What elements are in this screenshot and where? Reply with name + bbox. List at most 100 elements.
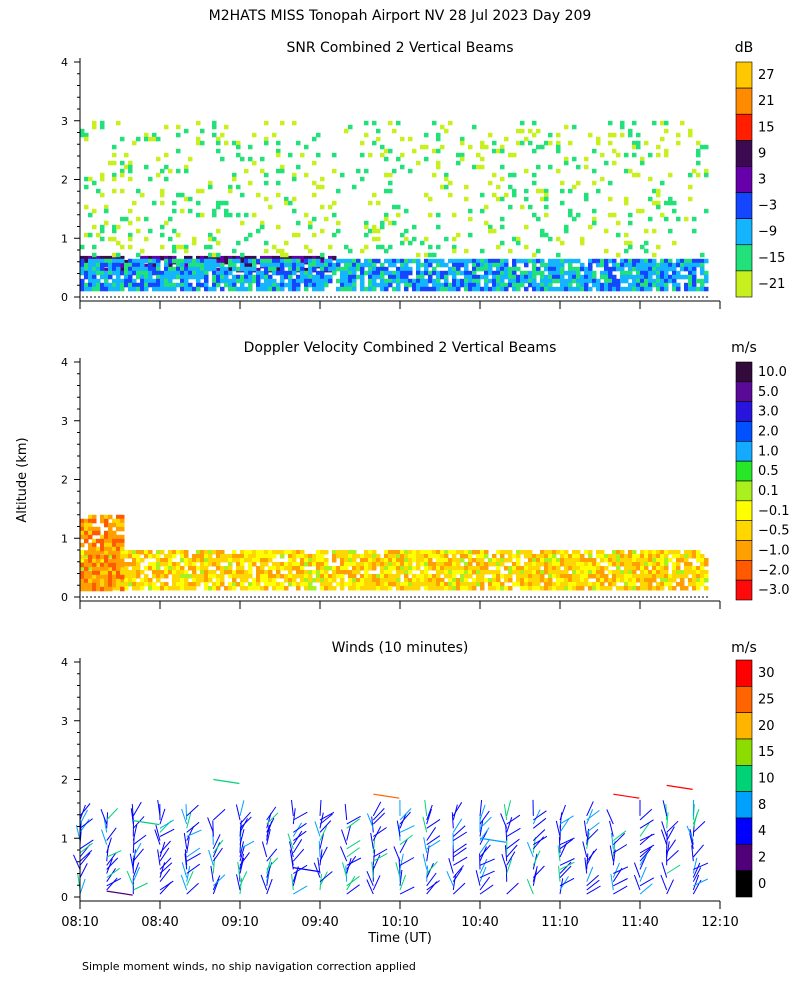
field-cell xyxy=(104,550,109,556)
field-cell xyxy=(124,262,129,268)
wind-barb xyxy=(452,874,457,891)
field-cell xyxy=(124,578,129,583)
field-cell xyxy=(592,566,597,571)
field-cell xyxy=(368,566,373,571)
field-cell xyxy=(264,180,269,186)
field-cell xyxy=(384,212,389,218)
field-cell xyxy=(688,184,693,190)
field-cell xyxy=(644,286,649,292)
field-cell xyxy=(532,286,537,292)
field-cell xyxy=(184,164,189,170)
field-cell xyxy=(656,274,661,280)
field-cell xyxy=(656,270,661,276)
field-cell xyxy=(224,274,229,280)
field-cell xyxy=(500,240,505,246)
field-cell xyxy=(684,258,689,264)
field-cell xyxy=(576,286,581,292)
field-cell xyxy=(584,274,589,280)
field-cell xyxy=(648,562,653,567)
field-cell xyxy=(564,160,569,166)
field-cell xyxy=(92,526,97,532)
field-cell xyxy=(256,570,261,575)
field-cell xyxy=(624,168,629,174)
field-cell xyxy=(112,534,117,540)
field-cell xyxy=(156,578,161,583)
field-cell xyxy=(260,562,265,567)
field-cell xyxy=(348,258,353,264)
field-cell xyxy=(184,255,189,261)
field-cell xyxy=(344,554,349,559)
field-cell xyxy=(692,554,697,559)
field-cell xyxy=(452,244,457,250)
field-cell xyxy=(392,574,397,579)
y-tick-label: 1 xyxy=(61,232,68,245)
field-cell xyxy=(340,278,345,284)
field-cell xyxy=(572,278,577,284)
field-cell xyxy=(220,574,225,579)
colorbar-swatch xyxy=(735,166,753,193)
field-cell xyxy=(164,220,169,226)
field-cell xyxy=(408,582,413,587)
field-cell xyxy=(128,266,133,272)
field-cell xyxy=(568,574,573,579)
field-cell xyxy=(628,168,633,174)
field-cell xyxy=(304,244,309,250)
field-cell xyxy=(472,550,477,555)
field-cell xyxy=(172,248,177,254)
wind-barb xyxy=(319,825,328,841)
field-cell xyxy=(240,262,245,268)
field-cell xyxy=(276,148,281,154)
wind-barb xyxy=(611,832,614,849)
field-cell xyxy=(492,228,497,234)
field-cell xyxy=(396,570,401,575)
field-cell xyxy=(372,266,377,272)
wind-barb xyxy=(212,808,226,821)
field-cell xyxy=(548,274,553,280)
field-cell xyxy=(572,124,577,130)
field-cell xyxy=(648,586,653,591)
field-cell xyxy=(144,258,149,264)
field-cell xyxy=(92,124,97,130)
field-cell xyxy=(204,582,209,587)
field-cell xyxy=(96,554,101,560)
field-cell xyxy=(80,566,85,571)
field-cell xyxy=(236,278,241,284)
field-cell xyxy=(624,574,629,579)
field-cell xyxy=(132,200,137,206)
field-cell xyxy=(108,274,113,280)
field-cell xyxy=(392,168,397,174)
field-cell xyxy=(504,270,509,276)
field-cell xyxy=(84,530,89,536)
field-cell xyxy=(424,550,429,555)
field-cell xyxy=(92,262,97,268)
field-cell xyxy=(88,274,93,280)
field-cell xyxy=(208,252,213,258)
field-cell xyxy=(104,274,109,280)
field-cell xyxy=(696,258,701,264)
field-cell xyxy=(524,168,529,174)
field-cell xyxy=(652,558,657,563)
field-cell xyxy=(480,208,485,214)
field-cell xyxy=(476,282,481,288)
field-cell xyxy=(276,570,281,575)
field-cell xyxy=(80,286,85,292)
field-cell xyxy=(100,546,105,552)
field-cell xyxy=(168,286,173,292)
field-cell xyxy=(272,286,277,292)
colorbar-label: 25 xyxy=(758,693,775,708)
field-cell xyxy=(184,266,189,272)
field-cell xyxy=(512,286,517,292)
field-cell xyxy=(700,582,705,587)
field-cell xyxy=(684,262,689,268)
wind-barb xyxy=(318,841,321,858)
field-cell xyxy=(148,278,153,284)
field-cell xyxy=(268,282,273,288)
field-cell xyxy=(648,262,653,268)
field-cell xyxy=(196,200,201,206)
field-cell xyxy=(664,582,669,587)
field-cell xyxy=(144,263,149,269)
field-cell xyxy=(296,258,301,264)
field-cell xyxy=(196,258,201,264)
field-cell xyxy=(596,188,601,194)
